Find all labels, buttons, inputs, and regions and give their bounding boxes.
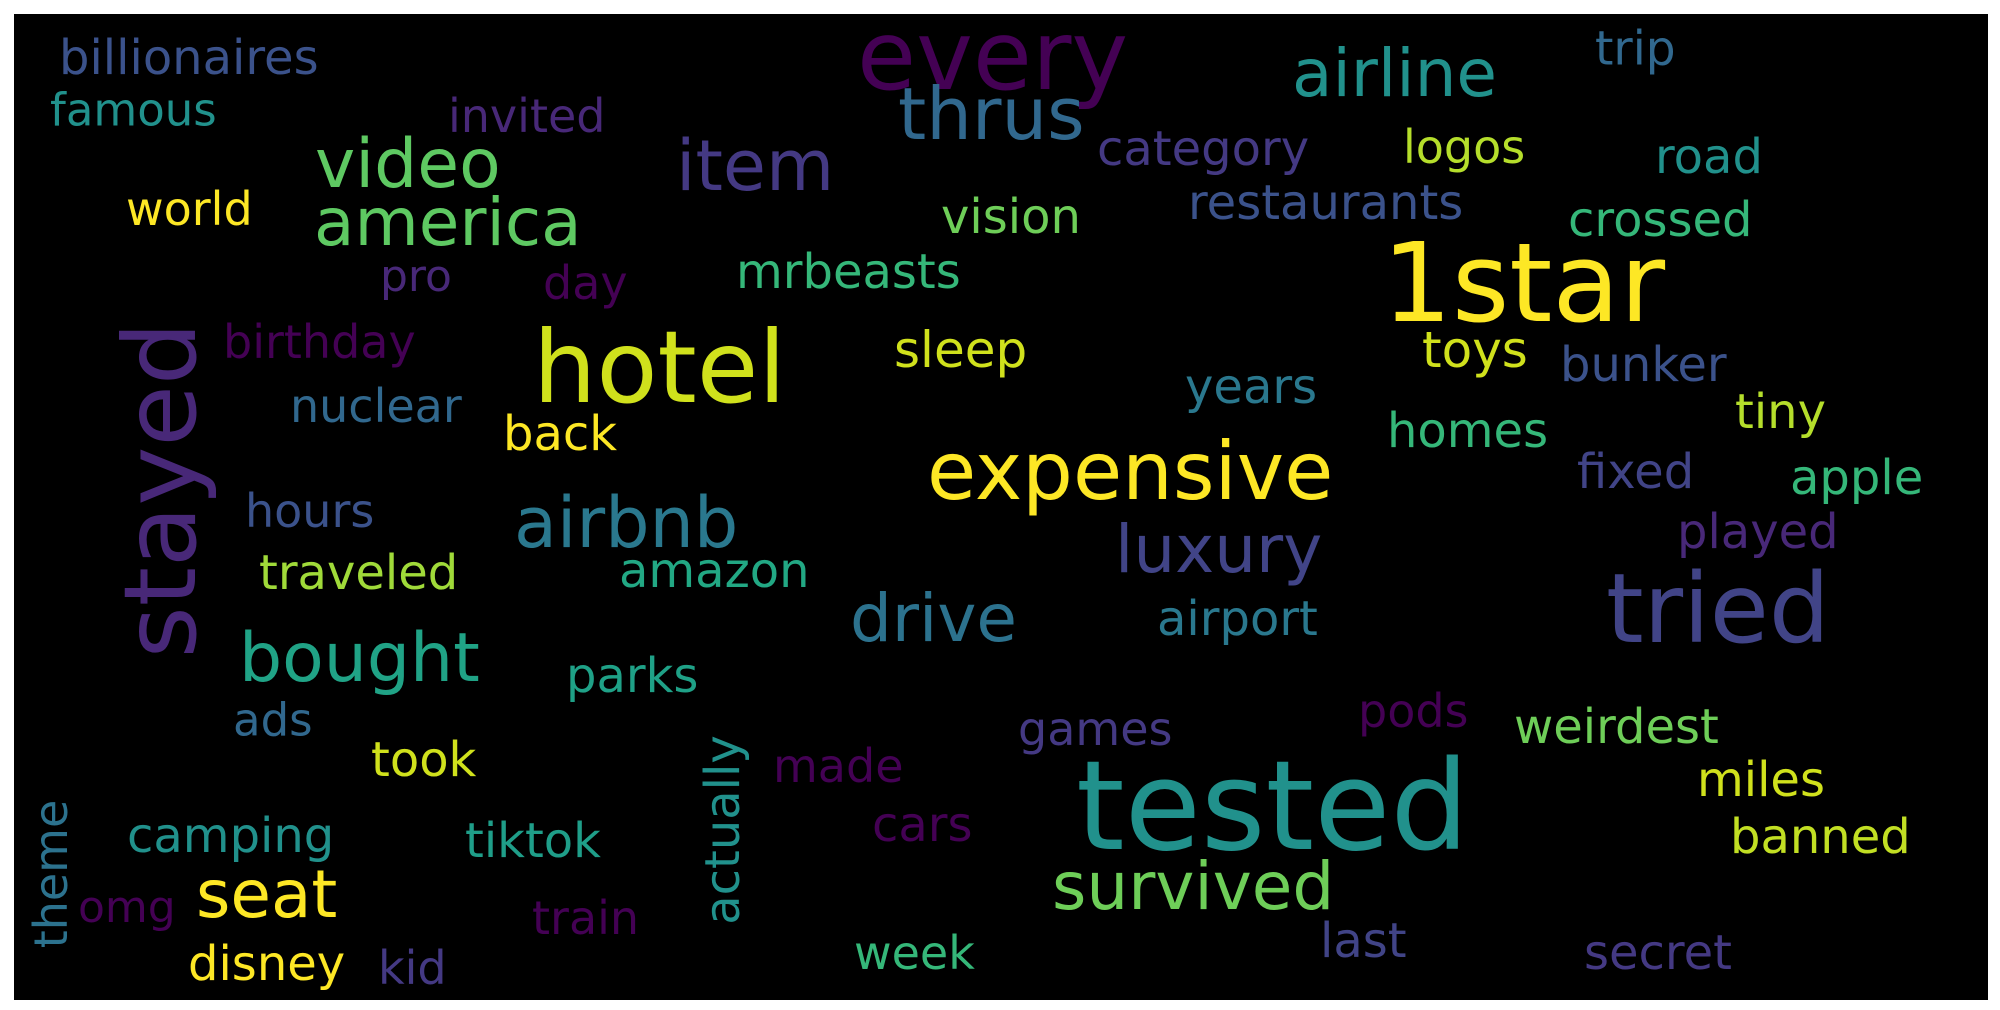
word-trip: trip — [1595, 21, 1676, 77]
word-vision: vision — [941, 189, 1081, 245]
word-1star: 1star — [1382, 219, 1666, 347]
word-amazon: amazon — [619, 543, 810, 599]
word-logos: logos — [1403, 120, 1526, 174]
word-airbnb: airbnb — [514, 482, 739, 564]
word-hotel: hotel — [533, 309, 787, 426]
word-mrbeasts: mrbeasts — [736, 244, 961, 300]
word-thrus: thrus — [898, 72, 1085, 156]
word-games: games — [1018, 702, 1173, 756]
word-luxury: luxury — [1115, 511, 1323, 588]
word-pro: pro — [380, 251, 452, 302]
word-camping: camping — [127, 808, 335, 864]
word-made: made — [773, 739, 904, 793]
word-kid: kid — [378, 941, 447, 995]
word-pods: pods — [1358, 684, 1469, 738]
word-world: world — [126, 182, 253, 236]
word-video: video — [315, 125, 501, 204]
word-america: america — [314, 184, 582, 261]
word-billionaires: billionaires — [59, 30, 319, 86]
word-secret: secret — [1584, 925, 1732, 981]
word-took: took — [371, 732, 477, 788]
word-nuclear: nuclear — [290, 379, 462, 433]
word-tried: tried — [1606, 553, 1830, 665]
word-bought: bought — [239, 619, 480, 698]
word-parks: parks — [566, 648, 699, 704]
word-expensive: expensive — [927, 425, 1334, 518]
word-item: item — [676, 125, 835, 207]
word-played: played — [1677, 504, 1839, 560]
word-weirdest: weirdest — [1514, 699, 1719, 755]
word-miles: miles — [1697, 752, 1825, 808]
word-stayed: stayed — [102, 321, 219, 659]
word-restaurants: restaurants — [1188, 175, 1464, 231]
word-train: train — [532, 891, 640, 945]
word-banned: banned — [1730, 809, 1911, 865]
word-traveled: traveled — [259, 545, 459, 601]
word-drive: drive — [850, 580, 1018, 657]
word-cars: cars — [872, 797, 973, 853]
word-theme: theme — [24, 799, 78, 949]
word-birthday: birthday — [223, 315, 416, 369]
word-apple: apple — [1790, 450, 1924, 506]
word-hours: hours — [245, 484, 375, 538]
word-tiktok: tiktok — [465, 813, 601, 869]
word-years: years — [1185, 359, 1318, 415]
word-seat: seat — [196, 856, 338, 933]
word-bunker: bunker — [1560, 337, 1727, 393]
word-crossed: crossed — [1568, 192, 1753, 248]
word-survived: survived — [1052, 848, 1335, 925]
word-invited: invited — [448, 89, 606, 143]
word-disney: disney — [188, 936, 346, 992]
word-week: week — [854, 926, 975, 980]
word-last: last — [1320, 913, 1407, 969]
word-toys: toys — [1422, 321, 1528, 379]
word-every: every — [857, 14, 1129, 112]
word-sleep: sleep — [894, 321, 1028, 379]
word-omg: omg — [78, 882, 176, 933]
word-ads: ads — [233, 693, 313, 747]
word-tested: tested — [1076, 735, 1470, 879]
word-road: road — [1655, 129, 1763, 185]
word-airline: airline — [1292, 35, 1498, 112]
word-fixed: fixed — [1577, 444, 1695, 500]
word-tiny: tiny — [1735, 384, 1826, 440]
word-cloud: every billionaires famous invited airline tri… — [14, 14, 1988, 1000]
word-famous: famous — [50, 83, 217, 137]
word-back: back — [503, 406, 618, 462]
word-homes: homes — [1387, 403, 1549, 459]
word-airport: airport — [1157, 591, 1318, 647]
word-day: day — [543, 256, 628, 310]
word-category: category — [1097, 121, 1310, 177]
word-actually: actually — [695, 735, 751, 925]
